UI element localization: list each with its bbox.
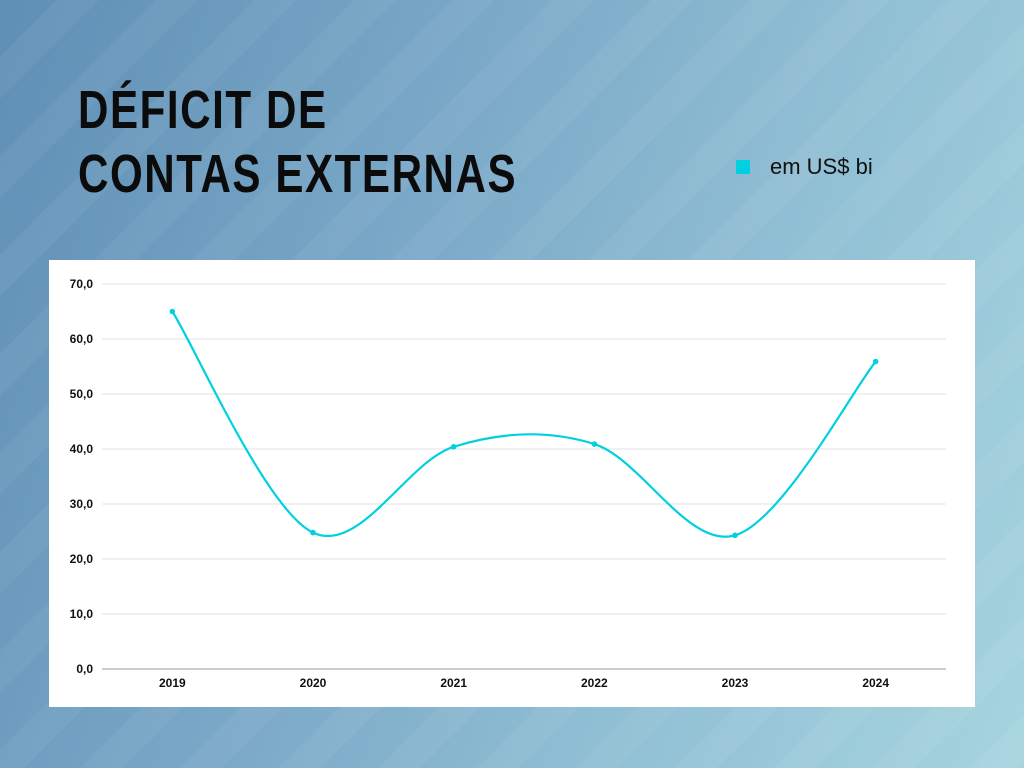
y-tick-label: 10,0	[70, 607, 94, 621]
data-point	[872, 358, 879, 365]
y-tick-label: 50,0	[70, 387, 94, 401]
x-tick-label: 2020	[300, 676, 327, 690]
y-tick-label: 60,0	[70, 332, 94, 346]
data-point	[310, 529, 316, 536]
data-point	[591, 441, 598, 447]
legend: em US$ bi	[736, 154, 873, 180]
title-line-2: CONTAS EXTERNAS	[78, 144, 518, 204]
legend-label: em US$ bi	[770, 154, 873, 179]
x-tick-label: 2022	[581, 676, 608, 690]
data-point	[732, 532, 738, 539]
chart-title: DÉFICIT DE CONTAS EXTERNAS	[78, 78, 517, 206]
legend-swatch	[736, 160, 750, 174]
chart-card: 0,0 10,0 20,0 30,0 40,0 50,0 60,0 70,0 2019 2020 2…	[49, 260, 975, 707]
data-point	[169, 308, 176, 315]
x-tick-label: 2023	[722, 676, 749, 690]
y-tick-label: 0,0	[76, 662, 93, 676]
x-tick-label: 2021	[440, 676, 467, 690]
y-tick-label: 40,0	[70, 442, 94, 456]
y-tick-label: 70,0	[70, 277, 94, 291]
y-tick-label: 20,0	[70, 552, 94, 566]
x-tick-label: 2024	[862, 676, 889, 690]
data-point	[450, 444, 457, 450]
y-tick-label: 30,0	[70, 497, 94, 511]
series-line	[171, 310, 877, 538]
line-chart: 0,0 10,0 20,0 30,0 40,0 50,0 60,0 70,0 2019 2020 2…	[70, 277, 946, 690]
title-line-1: DÉFICIT DE	[78, 80, 328, 140]
x-tick-label: 2019	[159, 676, 186, 690]
